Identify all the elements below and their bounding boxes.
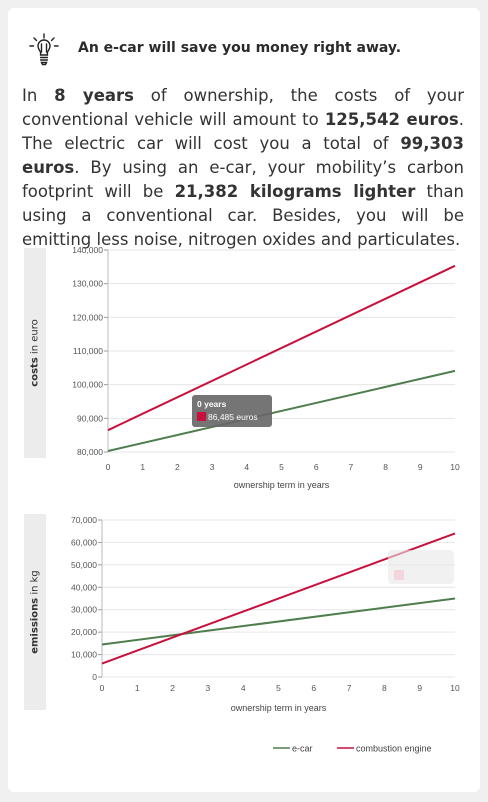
x-tick-label: 3 [210, 462, 215, 472]
x-tick-label: 9 [417, 683, 422, 693]
y-tick-label: 110,000 [73, 346, 103, 356]
summary-text: . The electric car will cost you a total… [22, 110, 464, 153]
tooltip-box [192, 395, 272, 427]
summary-text: . By using an e-car, your mobility’s car… [22, 158, 464, 201]
tip-text: An e-car will save you money right away. [78, 40, 402, 56]
legend-combustion-label: combustion engine [356, 744, 432, 754]
y-tick-label: 130,000 [72, 279, 103, 289]
x-tick-label: 0 [100, 683, 105, 693]
chart-legend: e-car combustion engine [273, 744, 432, 754]
y-tick-label: 40,000 [71, 582, 97, 592]
series-line-ecar [101, 597, 456, 646]
hover-swatch [394, 570, 404, 580]
summary-paragraph: In 8 years of ownership, the costs of yo… [22, 84, 464, 252]
y-tick-label: 140,000 [72, 245, 103, 255]
hover-highlight [388, 550, 454, 584]
years-value: 8 years [54, 86, 134, 105]
y-tick-label: 60,000 [71, 537, 97, 547]
costs-axis-label-box: costs in euro [24, 248, 46, 458]
x-tick-label: 10 [450, 462, 460, 472]
x-tick-label: 9 [418, 462, 423, 472]
emissions-axis-label-box: emissions in kg [24, 514, 46, 710]
x-tick-label: 4 [241, 683, 246, 693]
x-tick-label: 2 [175, 462, 180, 472]
x-tick-label: 4 [244, 462, 249, 472]
x-tick-label: 1 [140, 462, 145, 472]
y-tick-label: 30,000 [71, 605, 97, 615]
x-tick-label: 5 [276, 683, 281, 693]
co2-saving-value: 21,382 kilograms lighter [174, 182, 416, 201]
x-tick-label: 5 [279, 462, 284, 472]
x-tick-label: 2 [170, 683, 175, 693]
tooltip-value: 86,485 euros [208, 412, 258, 422]
x-tick-label: 8 [383, 462, 388, 472]
y-tick-label: 100,000 [72, 380, 103, 390]
x-axis-label: ownership term in years [234, 480, 330, 490]
summary-text: of ownership, the costs of your conventi… [22, 86, 465, 129]
conventional-cost-value: 125,542 euros [324, 110, 459, 129]
series-line-combustion [107, 264, 456, 432]
y-tick-label: 80,000 [77, 447, 103, 457]
costs-chart: 80,000 90,000 100,000 110,000 120,000 130,000… [72, 245, 460, 490]
x-tick-label: 7 [347, 683, 352, 693]
x-tick-label: 7 [349, 462, 354, 472]
emissions-chart: 0 10,000 20,000 30,000 40,000 50,000 60,000 70,… [71, 515, 460, 713]
y-tick-label: 70,000 [71, 515, 97, 525]
tooltip-swatch [197, 412, 206, 421]
y-tick-label: 0 [92, 672, 97, 682]
lightbulb-icon [29, 33, 59, 66]
y-tick-label: 20,000 [71, 627, 97, 637]
x-tick-label: 1 [135, 683, 140, 693]
x-axis-label: ownership term in years [231, 703, 327, 713]
y-tick-label: 90,000 [77, 413, 103, 423]
x-tick-label: 8 [382, 683, 387, 693]
x-tick-label: 3 [206, 683, 211, 693]
x-tick-label: 6 [314, 462, 319, 472]
tip-row [26, 30, 62, 70]
ecar-cost-value: 99,303 euros [22, 134, 464, 177]
y-tick-label: 10,000 [71, 650, 97, 660]
x-tick-label: 0 [106, 462, 111, 472]
chart-tooltip: 0 years 86,485 euros [192, 395, 272, 427]
x-tick-label: 10 [450, 683, 460, 693]
y-tick-label: 50,000 [71, 560, 97, 570]
summary-text: than using a conventional car. Besides, … [22, 182, 464, 249]
summary-text: In [22, 86, 55, 105]
legend-ecar-label: e-car [292, 744, 313, 754]
x-tick-label: 6 [311, 683, 316, 693]
tooltip-title: 0 years [197, 399, 227, 409]
series-line-ecar [107, 369, 456, 452]
y-tick-label: 120,000 [72, 312, 103, 322]
